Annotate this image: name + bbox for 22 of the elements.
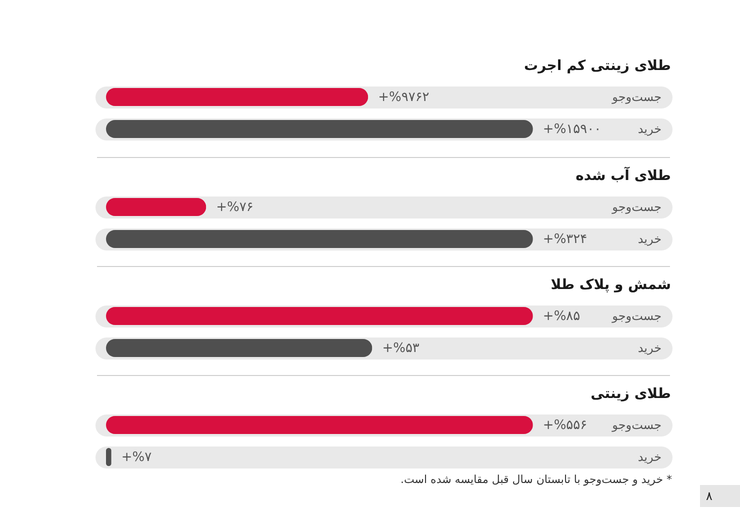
y-tick-label: خرید [638,450,662,464]
data-label: +%۱۵۹۰۰ [542,122,602,137]
data-label: +%۸۵ [542,309,580,324]
data-label: +%۹۷۶۲ [378,90,430,105]
text: طلای آب شده [576,166,671,184]
y-tick-label: جست‌وجو [611,90,662,104]
y-tick-label: جست‌وجو [611,200,662,214]
annotation: * خرید و جست‌وجو با تابستان سال قبل مقایسه شده است. [400,473,672,486]
data-label: +%۷۶ [216,200,254,215]
page-tab: ۸ [700,485,740,507]
y-tick-label: خرید [638,341,662,355]
y-tick-label: جست‌وجو [611,418,662,432]
data-label: +%۵۵۶ [542,418,588,433]
y-tick-label: خرید [638,122,662,136]
text: طلای زینتی [590,386,671,402]
y-tick-label: خرید [638,232,662,246]
data-label: +%۷ [121,450,152,465]
text: شمش و پلاک طلا [550,277,671,293]
data-label: +%۵۳ [382,341,420,356]
y-tick-label: جست‌وجو [611,309,662,323]
data-label: +%۳۲۴ [542,232,588,247]
text: طلای زینتی کم اجرت [524,58,671,74]
